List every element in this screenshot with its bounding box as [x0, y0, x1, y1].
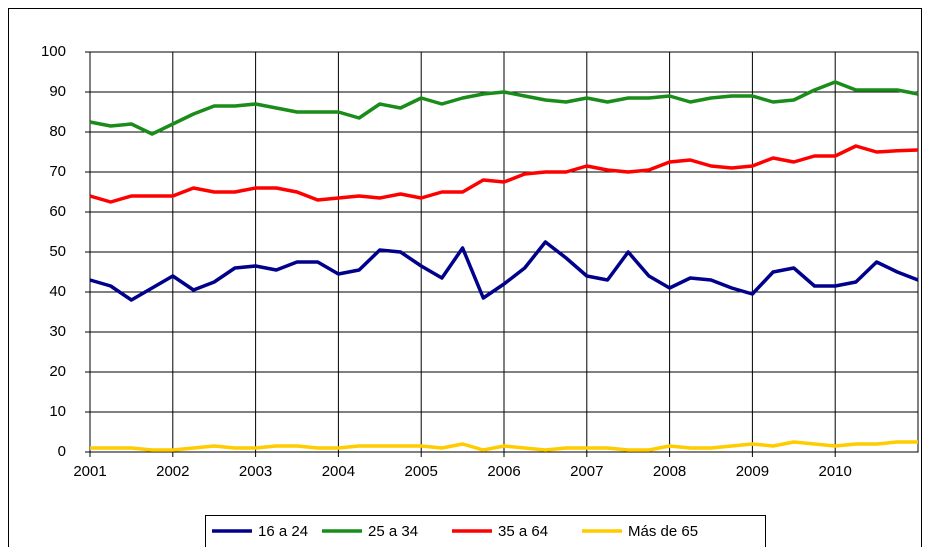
- y-tick-label: 100: [41, 43, 66, 60]
- series-line: [89, 240, 919, 302]
- y-tick-label: 0: [58, 443, 66, 460]
- legend: 16 a 24 25 a 34 35 a 64 Más de 65: [205, 515, 766, 547]
- y-tick-label: 10: [49, 403, 66, 420]
- x-tick-label: 2002: [156, 463, 189, 480]
- y-tick-label: 30: [49, 323, 66, 340]
- x-tick-label: 2008: [653, 463, 686, 480]
- y-tick-label: 70: [49, 163, 66, 180]
- y-tick-label: 40: [49, 283, 66, 300]
- x-tick-label: 2010: [819, 463, 852, 480]
- y-tick-label: 90: [49, 83, 66, 100]
- x-tick-label: 2003: [239, 463, 272, 480]
- x-tick-label: 2009: [736, 463, 769, 480]
- series-line: [90, 440, 918, 452]
- legend-label: 16 a 24: [258, 523, 308, 540]
- x-tick-label: 2004: [322, 463, 355, 480]
- legend-label: Más de 65: [628, 523, 698, 540]
- y-tick-label: 20: [49, 363, 66, 380]
- x-tick-label: 2001: [73, 463, 106, 480]
- x-tick-label: 2007: [570, 463, 603, 480]
- legend-label: 25 a 34: [368, 523, 418, 540]
- legend-label: 35 a 64: [498, 523, 548, 540]
- series-line: [89, 144, 919, 204]
- x-tick-label: 2006: [487, 463, 520, 480]
- y-tick-label: 80: [49, 123, 66, 140]
- series-line: [89, 80, 919, 136]
- y-tick-label: 60: [49, 203, 66, 220]
- x-tick-label: 2005: [405, 463, 438, 480]
- y-tick-label: 50: [49, 243, 66, 260]
